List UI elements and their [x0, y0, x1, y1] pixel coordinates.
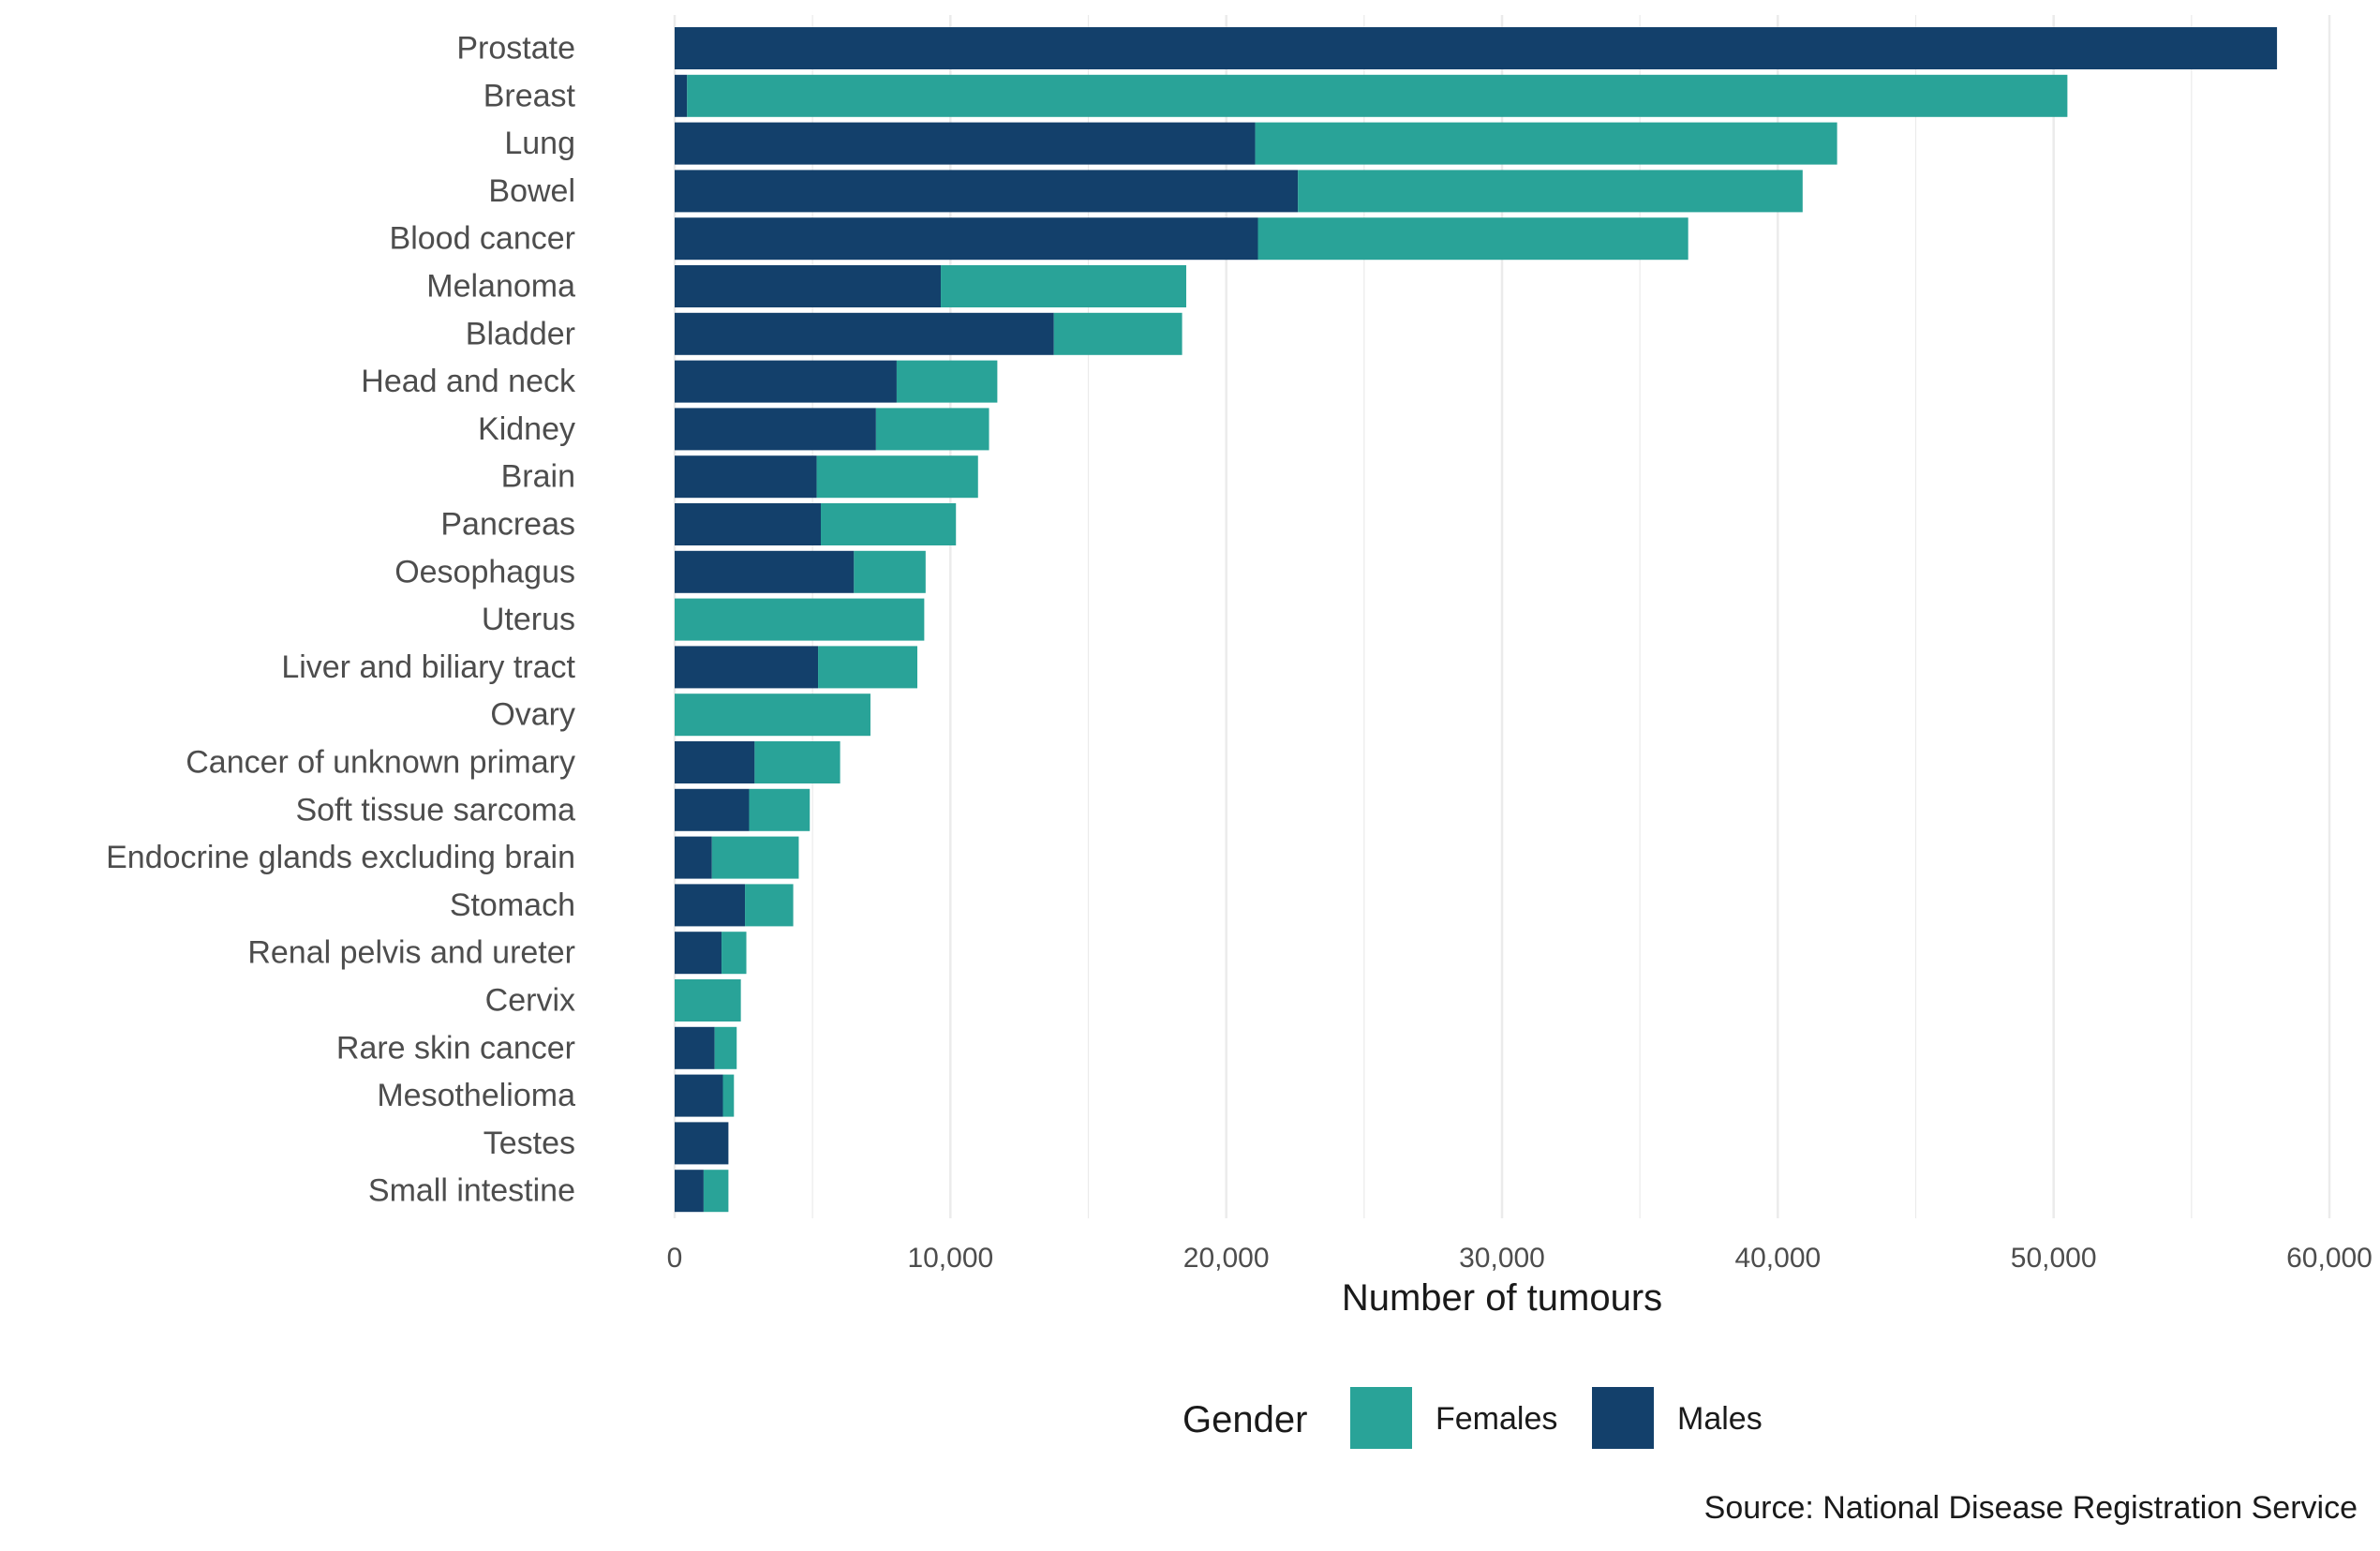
bar-females	[721, 932, 747, 975]
bar-females	[820, 503, 957, 545]
bar-males	[675, 122, 1256, 165]
legend-label-females: Females	[1435, 1401, 1557, 1437]
bar-females	[816, 455, 978, 499]
x-tick-label: 60,000	[2286, 1243, 2373, 1274]
bar-females	[1257, 217, 1688, 261]
bar-males	[675, 836, 712, 879]
x-tick-label: 40,000	[1734, 1243, 1821, 1274]
category-label: Bowel	[488, 173, 575, 209]
bar-males	[675, 1026, 715, 1069]
bar-females	[1255, 122, 1837, 165]
category-label: Brain	[501, 459, 575, 495]
bars	[675, 27, 2278, 1213]
bar-males	[675, 503, 821, 545]
category-label: Liver and biliary tract	[281, 649, 575, 685]
category-label: Stomach	[450, 887, 575, 923]
bar-females	[854, 550, 926, 593]
legend-label-males: Males	[1677, 1401, 1763, 1437]
bar-females	[722, 1074, 735, 1117]
bar-females	[1053, 312, 1183, 355]
category-label: Pancreas	[440, 507, 575, 543]
bar-males	[675, 27, 2278, 69]
category-label: Cervix	[485, 983, 575, 1019]
category-label: Endocrine glands excluding brain	[106, 840, 575, 875]
bar-males	[675, 74, 688, 117]
bar-females	[703, 1170, 729, 1213]
bar-males	[675, 1122, 729, 1165]
bar-females	[1298, 170, 1803, 213]
x-tick-labels: 0 10,000 20,000 30,000 40,000 50,000 60,000	[667, 1243, 2373, 1274]
category-label: Small intestine	[368, 1173, 575, 1209]
category-label: Prostate	[456, 31, 575, 67]
bar-males	[675, 170, 1299, 213]
bar-males	[675, 741, 755, 783]
bar-males	[675, 1074, 723, 1117]
gridlines	[673, 15, 2331, 1218]
bar-males	[675, 932, 722, 975]
category-label: Head and neck	[361, 364, 576, 399]
bar-males	[675, 788, 750, 831]
bar-females	[896, 360, 998, 403]
bar-females	[941, 265, 1186, 307]
category-label: Bladder	[466, 316, 575, 351]
bar-males	[675, 455, 817, 499]
bar-males	[675, 408, 876, 451]
category-label: Blood cancer	[390, 221, 575, 257]
category-labels: Prostate Breast Lung Bowel Blood cancer Melan…	[106, 31, 576, 1209]
x-tick-label: 10,000	[907, 1243, 993, 1274]
category-label: Kidney	[478, 411, 575, 447]
bar-females	[745, 884, 794, 927]
bar-males	[675, 884, 746, 927]
bar-females	[875, 408, 989, 451]
category-label: Ovary	[490, 697, 575, 733]
legend-key-males	[1592, 1387, 1654, 1449]
bar-females	[754, 741, 840, 783]
bar-females	[675, 979, 741, 1022]
x-axis-title: Number of tumours	[1342, 1277, 1662, 1319]
bar-females	[675, 693, 870, 737]
bar-females	[711, 836, 799, 879]
legend-key-females	[1350, 1387, 1412, 1449]
bar-males	[675, 360, 897, 403]
bar-males	[675, 550, 855, 593]
legend: Gender Females Males	[1183, 1387, 1763, 1449]
bar-males	[675, 1170, 704, 1213]
category-label: Soft tissue sarcoma	[295, 792, 575, 828]
bar-females	[749, 788, 811, 831]
bar-females	[714, 1026, 737, 1069]
bar-females	[687, 74, 2068, 117]
x-tick-label: 50,000	[2011, 1243, 2097, 1274]
category-label: Lung	[504, 126, 575, 161]
source-caption: Source: National Disease Registration Se…	[1704, 1490, 2358, 1526]
category-label: Uterus	[482, 602, 575, 637]
category-label: Testes	[483, 1126, 575, 1161]
category-label: Renal pelvis and ureter	[247, 935, 575, 971]
x-tick-label: 30,000	[1459, 1243, 1545, 1274]
bar-females	[818, 646, 918, 689]
x-tick-label: 0	[667, 1243, 683, 1274]
bar-males	[675, 312, 1054, 355]
category-label: Rare skin cancer	[336, 1030, 575, 1066]
category-label: Melanoma	[426, 269, 575, 305]
bar-males	[675, 217, 1258, 261]
bar-males	[675, 646, 819, 689]
category-label: Oesophagus	[394, 554, 575, 589]
legend-title: Gender	[1183, 1399, 1307, 1440]
bar-males	[675, 265, 942, 307]
x-tick-label: 20,000	[1183, 1243, 1270, 1274]
category-label: Breast	[483, 78, 576, 113]
category-label: Mesothelioma	[377, 1078, 575, 1113]
bar-females	[675, 598, 925, 641]
category-label: Cancer of unknown primary	[186, 745, 575, 781]
